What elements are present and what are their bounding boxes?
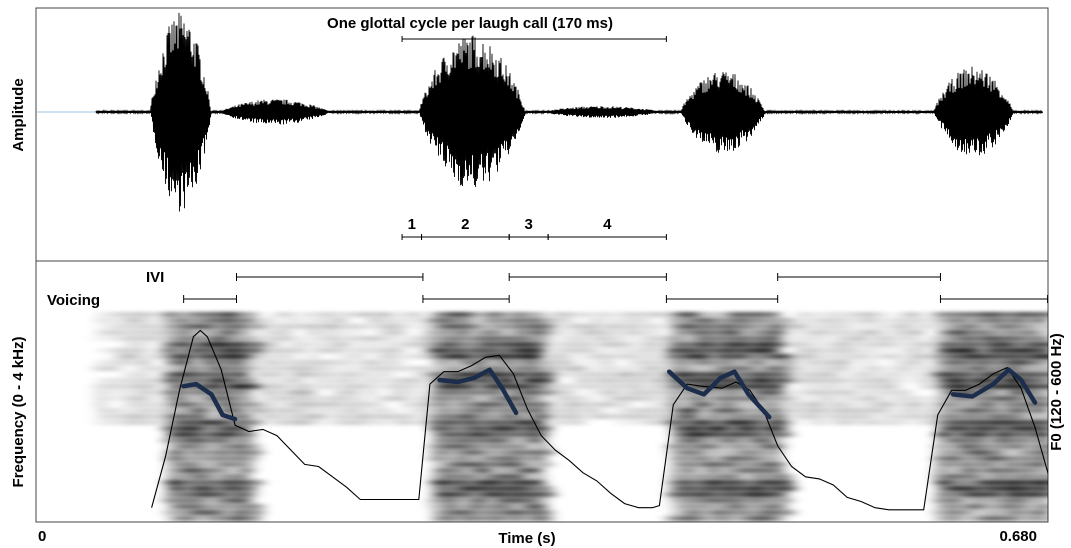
- f0-contour-4: [950, 367, 1038, 405]
- x-axis-label: Time (s): [498, 530, 555, 547]
- glottal-cycle-annotation: One glottal cycle per laugh call (170 ms…: [327, 15, 613, 32]
- voicing-bracket-4: [939, 295, 1049, 303]
- ivi-bracket-1: [236, 273, 424, 281]
- amplitude-axis-label: Amplitude: [10, 78, 27, 151]
- waveform-trace: [95, 12, 1043, 212]
- spectrogram-image: [93, 312, 1048, 521]
- phase-label: 1: [408, 216, 416, 233]
- voicing-bracket-2: [422, 295, 510, 303]
- ivi-bracket-3: [777, 273, 941, 281]
- phase-bracket-4: [547, 234, 667, 240]
- phase-label: 3: [524, 216, 532, 233]
- annotation-brackets: 1 2 3 4: [183, 36, 1049, 303]
- x-tick-label-start: 0: [38, 528, 46, 545]
- voicing-bracket-3: [665, 295, 779, 303]
- phase-label: 2: [461, 216, 469, 233]
- frequency-axis-label: Frequency (0 - 4 kHz): [10, 337, 27, 488]
- f0-contour-1: [181, 381, 238, 422]
- intensity-contour: [151, 329, 1048, 511]
- voicing-bracket-1: [183, 295, 238, 303]
- glottal-cycle-bracket: [401, 36, 667, 42]
- voicing-label: Voicing: [47, 292, 100, 309]
- f0-contours: [181, 367, 1038, 422]
- f0-contour-2: [437, 367, 519, 416]
- x-tick-label-end: 0.680: [999, 528, 1037, 545]
- f0-axis-label: F0 (120 - 600 Hz): [1048, 333, 1065, 451]
- ivi-bracket-2: [508, 273, 667, 281]
- f0-contour-3: [666, 369, 772, 420]
- ivi-label: IVI: [146, 269, 164, 286]
- phase-label: 4: [603, 216, 612, 233]
